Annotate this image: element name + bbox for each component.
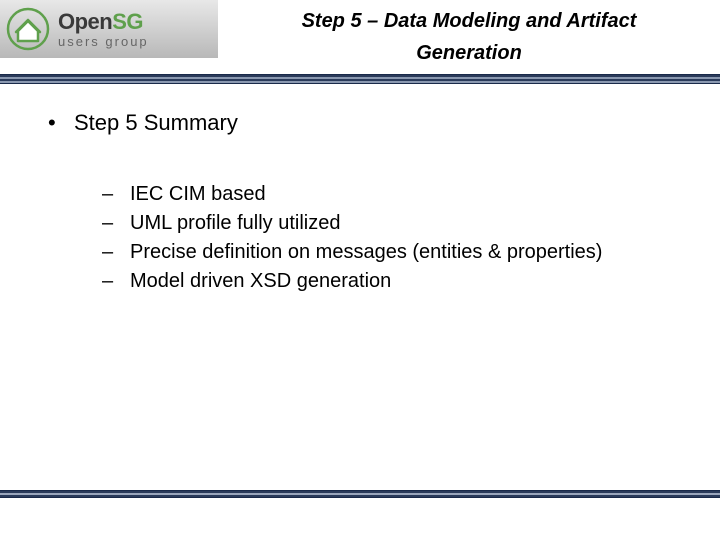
logo-house-icon [6, 7, 50, 51]
list-item: – Model driven XSD generation [102, 267, 690, 296]
logo-brand-prefix: Open [58, 9, 112, 34]
slide-content: •Step 5 Summary – IEC CIM based – UML pr… [0, 110, 720, 296]
bullet-dash-icon: – [102, 267, 130, 296]
list-item-text: IEC CIM based [130, 180, 266, 209]
slide-title: Step 5 – Data Modeling and Artifact Gene… [302, 5, 637, 69]
title-line1: Step 5 – Data Modeling and Artifact [302, 10, 637, 32]
logo-brand-suffix: SG [112, 9, 143, 34]
content-heading: Step 5 Summary [74, 110, 238, 135]
footer-divider [0, 490, 720, 498]
heading-bullet-row: •Step 5 Summary [48, 110, 690, 136]
title-area: Step 5 – Data Modeling and Artifact Gene… [218, 0, 720, 74]
list-item-text: UML profile fully utilized [130, 209, 340, 238]
title-line2: Generation [416, 42, 522, 64]
bullet-dot-icon: • [48, 110, 74, 136]
list-item-text: Precise definition on messages (entities… [130, 238, 602, 267]
slide-header: OpenSG users group Step 5 – Data Modelin… [0, 0, 720, 84]
list-item: – IEC CIM based [102, 180, 690, 209]
list-item: – UML profile fully utilized [102, 209, 690, 238]
bullet-dash-icon: – [102, 209, 130, 238]
bullet-dash-icon: – [102, 238, 130, 267]
logo-brand: OpenSG [58, 11, 149, 33]
list-item: – Precise definition on messages (entiti… [102, 238, 690, 267]
sub-bullet-list: – IEC CIM based – UML profile fully util… [102, 180, 690, 296]
bullet-dash-icon: – [102, 180, 130, 209]
header-divider [0, 74, 720, 84]
logo-text: OpenSG users group [58, 11, 149, 48]
list-item-text: Model driven XSD generation [130, 267, 391, 296]
logo-area: OpenSG users group [0, 0, 218, 58]
logo-subtitle: users group [58, 35, 149, 48]
